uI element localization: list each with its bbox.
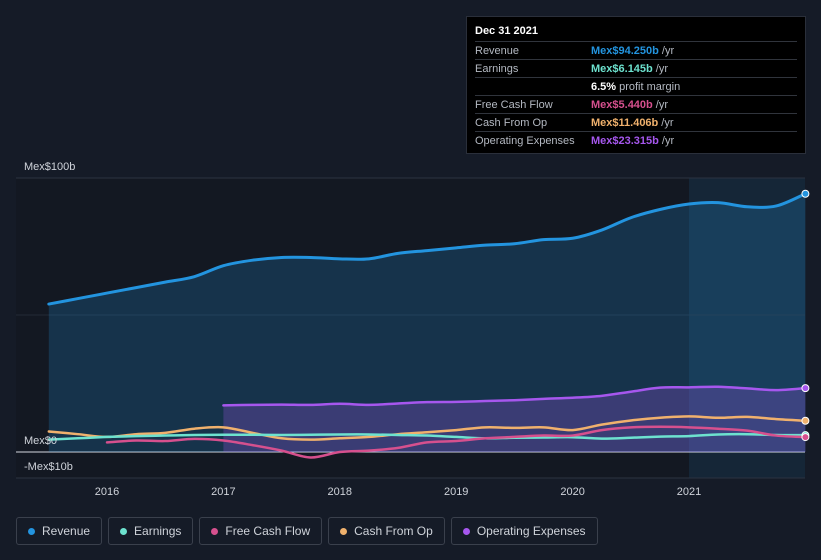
tooltip-row-label: Cash From Op [475,116,548,129]
legend-label: Revenue [42,524,91,538]
legend-dot-icon [120,527,128,535]
legend-label: Earnings [134,524,182,538]
legend-label: Free Cash Flow [225,524,311,538]
x-tick-label: 2017 [211,486,235,498]
tooltip-row-unit: /yr [655,98,668,111]
tooltip-row-label: Free Cash Flow [475,98,553,111]
earnings-line [47,432,807,441]
legend-item-operating-expenses[interactable]: Operating Expenses [450,517,598,545]
cash-from-op-line [47,415,807,441]
x-tick-label: 2016 [95,486,119,498]
legend-dot-icon [340,527,348,535]
tooltip-row-unit: profit margin [619,80,681,93]
tooltip-row-unit: /yr [661,44,675,57]
y-tick-label: Mex$100b [24,161,75,173]
y-tick-label: -Mex$10b [24,461,73,473]
tooltip-row-value: Mex$23.315b [591,134,659,147]
legend-item-earnings[interactable]: Earnings [108,517,194,545]
tooltip-row-value: 6.5% [591,80,617,93]
tooltip-row-label: Earnings [475,62,519,75]
legend-item-free-cash-flow[interactable]: Free Cash Flow [199,517,323,545]
tooltip-row: Earnings Mex$6.145b/yr [475,60,797,78]
legend-label: Cash From Op [354,524,433,538]
tooltip-row: Free Cash Flow Mex$5.440b/yr [475,96,797,114]
tooltip-row-unit: /yr [661,116,674,129]
tooltip-row: Operating Expenses Mex$23.315b/yr [475,132,797,149]
x-tick-label: 2019 [444,486,468,498]
legend: Revenue Earnings Free Cash Flow Cash From O… [16,517,598,545]
legend-dot-icon [211,527,219,535]
tooltip-row-value: Mex$94.250b [591,44,659,57]
tooltip-row-value: Mex$11.406b [591,116,659,129]
tooltip-row-value: Mex$5.440b [591,98,653,111]
tooltip-date: Dec 31 2021 [475,25,797,42]
legend-item-revenue[interactable]: Revenue [16,517,103,545]
x-tick-label: 2021 [677,486,701,498]
revenue-line [47,192,807,306]
cash-from-op-end-marker [801,416,810,425]
tooltip-row-unit: /yr [661,134,675,147]
tooltip-panel: Dec 31 2021 Revenue Mex$94.250b/yr Earning… [466,16,806,154]
legend-dot-icon [28,527,35,535]
tooltip-row: Cash From Op Mex$11.406b/yr [475,114,797,132]
x-tick-label: 2018 [328,486,352,498]
legend-label: Operating Expenses [476,524,586,538]
y-tick-label: Mex$0 [24,435,57,447]
revenue-area [48,193,806,452]
operating-expenses-end-marker [801,384,810,393]
revenue-end-marker [801,189,810,198]
free-cash-flow-end-marker [801,433,810,442]
tooltip-row: 6.5% profit margin [475,78,797,96]
legend-dot-icon [462,527,470,535]
legend-item-cash-from-op[interactable]: Cash From Op [328,517,445,545]
tooltip-row-value: Mex$6.145b [591,62,653,75]
x-tick-label: 2020 [560,486,584,498]
tooltip-row-unit: /yr [655,62,668,75]
operating-expenses-line [222,385,807,407]
free-cash-flow-line [105,425,807,459]
tooltip-row: Revenue Mex$94.250b/yr [475,42,797,60]
tooltip-row-label: Revenue [475,44,520,57]
tooltip-row-label: Operating Expenses [475,134,575,147]
